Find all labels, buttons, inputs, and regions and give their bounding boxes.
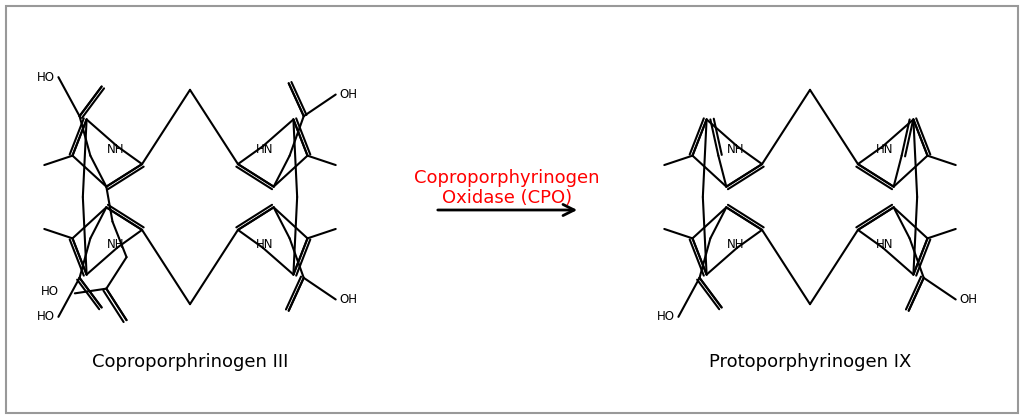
Text: OH: OH: [959, 293, 978, 306]
Text: NH: NH: [726, 143, 743, 156]
Text: HO: HO: [37, 310, 54, 323]
Text: OH: OH: [340, 293, 357, 306]
Text: NH: NH: [726, 238, 743, 251]
Text: HO: HO: [656, 310, 675, 323]
Text: NH: NH: [106, 238, 124, 251]
Text: HN: HN: [256, 238, 273, 251]
Text: HO: HO: [37, 71, 54, 84]
Text: HN: HN: [877, 143, 894, 156]
Text: Protoporphyrinogen IX: Protoporphyrinogen IX: [709, 352, 911, 370]
Text: HN: HN: [256, 143, 273, 156]
Text: HN: HN: [877, 238, 894, 251]
Text: Oxidase (CPO): Oxidase (CPO): [442, 189, 572, 207]
Text: NH: NH: [106, 143, 124, 156]
Text: Coproporphyrinogen: Coproporphyrinogen: [415, 169, 600, 187]
Text: HO: HO: [41, 285, 58, 298]
Text: OH: OH: [340, 88, 357, 101]
Text: Coproporphrinogen III: Coproporphrinogen III: [92, 352, 288, 370]
